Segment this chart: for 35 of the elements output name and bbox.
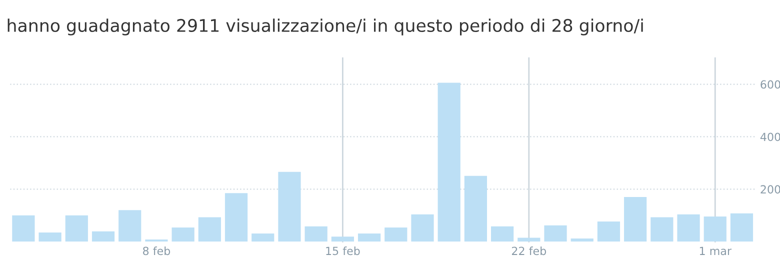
- bar: [597, 221, 620, 242]
- x-tick-label: 1 mar: [700, 246, 732, 256]
- bar: [331, 236, 354, 242]
- bar: [570, 238, 594, 242]
- bar: [677, 214, 700, 242]
- bar: [12, 215, 35, 242]
- y-tick-label: 400: [760, 132, 780, 142]
- x-tick-label: 8 feb: [143, 246, 170, 256]
- bar: [198, 217, 221, 242]
- bar: [252, 234, 274, 242]
- bar: [650, 217, 674, 242]
- bar: [38, 232, 62, 242]
- y-tick-label: 600: [760, 80, 780, 89]
- bar: [118, 210, 142, 242]
- bar: [384, 227, 408, 242]
- bar: [704, 216, 726, 242]
- bar: [464, 176, 488, 242]
- chart-title: hanno guadagnato 2911 visualizzazione/i in questo periodo di 28 giorno/i: [8, 18, 643, 36]
- y-tick-label: 200: [760, 185, 780, 194]
- x-tick-label: 22 feb: [512, 246, 546, 256]
- bar: [304, 226, 328, 242]
- bar: [518, 238, 540, 242]
- bar: [491, 226, 514, 242]
- bar: [730, 213, 754, 242]
- bar: [624, 197, 647, 242]
- bar: [544, 225, 567, 242]
- bar: [65, 215, 88, 242]
- bar: [224, 193, 248, 242]
- bar: [411, 214, 434, 242]
- bar: [172, 227, 194, 242]
- bar: [92, 231, 115, 242]
- bar: [438, 82, 460, 242]
- bar: [358, 234, 381, 242]
- x-tick-label: 15 feb: [326, 246, 360, 256]
- bar: [278, 172, 301, 242]
